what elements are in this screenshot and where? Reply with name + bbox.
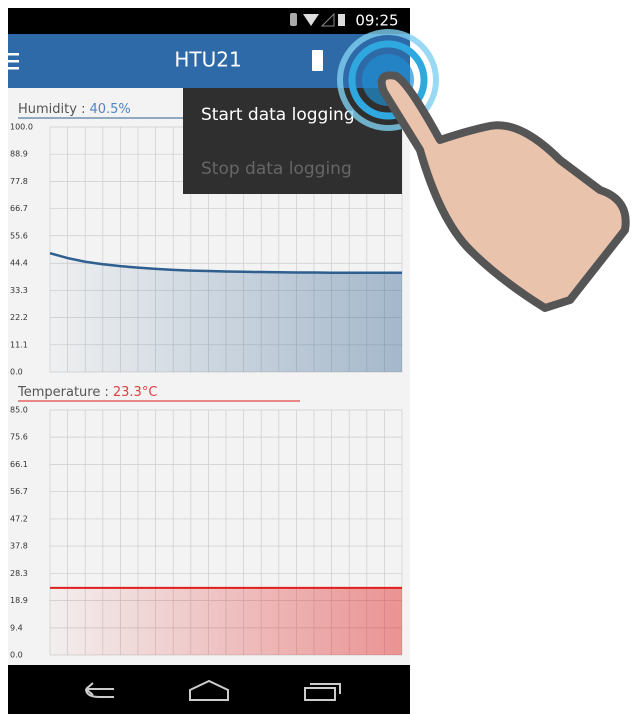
y-tick-label: 9.4 xyxy=(10,623,23,632)
nav-bar xyxy=(8,665,410,714)
y-tick-label: 85.0 xyxy=(10,406,28,415)
chart-title: Humidity : 40.5% xyxy=(18,102,131,117)
y-tick-label: 28.3 xyxy=(10,569,28,578)
y-tick-label: 88.9 xyxy=(10,150,28,159)
y-tick-label: 37.8 xyxy=(10,542,28,551)
chart-reading: 23.3°C xyxy=(113,385,158,400)
clock: 09:25 xyxy=(355,12,398,30)
y-tick-label: 75.6 xyxy=(10,433,28,442)
y-tick-label: 47.2 xyxy=(10,514,28,523)
battery-button[interactable] xyxy=(312,50,323,71)
chart-reading: 40.5% xyxy=(89,102,130,117)
y-tick-label: 0.0 xyxy=(10,368,23,377)
drawer-button[interactable] xyxy=(8,53,19,70)
y-tick-label: 44.4 xyxy=(10,259,28,268)
y-tick-label: 11.1 xyxy=(10,340,28,349)
hand-pointer xyxy=(382,75,626,308)
y-tick-label: 66.1 xyxy=(10,460,28,469)
bluetooth-icon xyxy=(290,13,297,26)
y-tick-label: 22.2 xyxy=(10,313,28,322)
y-tick-label: 55.6 xyxy=(10,231,28,240)
area xyxy=(50,588,402,655)
screen: 09:25 HTU21 Humidity : 40.5% 0.0 11.1 22.2 33… xyxy=(0,0,635,714)
battery-icon xyxy=(338,14,345,26)
y-tick-label: 66.7 xyxy=(10,204,28,213)
y-tick-label: 100.0 xyxy=(10,123,33,132)
y-tick-label: 18.9 xyxy=(10,596,28,605)
app-title: HTU21 xyxy=(174,48,241,72)
y-tick-label: 56.7 xyxy=(10,487,28,496)
menu-item[interactable]: Stop data logging xyxy=(201,159,352,179)
chart-title-label: Humidity : xyxy=(18,102,85,117)
y-tick-label: 33.3 xyxy=(10,286,28,295)
y-tick-label: 0.0 xyxy=(10,651,23,660)
chart-title-label: Temperature : xyxy=(17,385,109,400)
menu-item[interactable]: Start data logging xyxy=(201,105,355,125)
y-tick-label: 77.8 xyxy=(10,177,28,186)
status-bar xyxy=(8,8,410,34)
chart-title: Temperature : 23.3°C xyxy=(17,385,157,400)
